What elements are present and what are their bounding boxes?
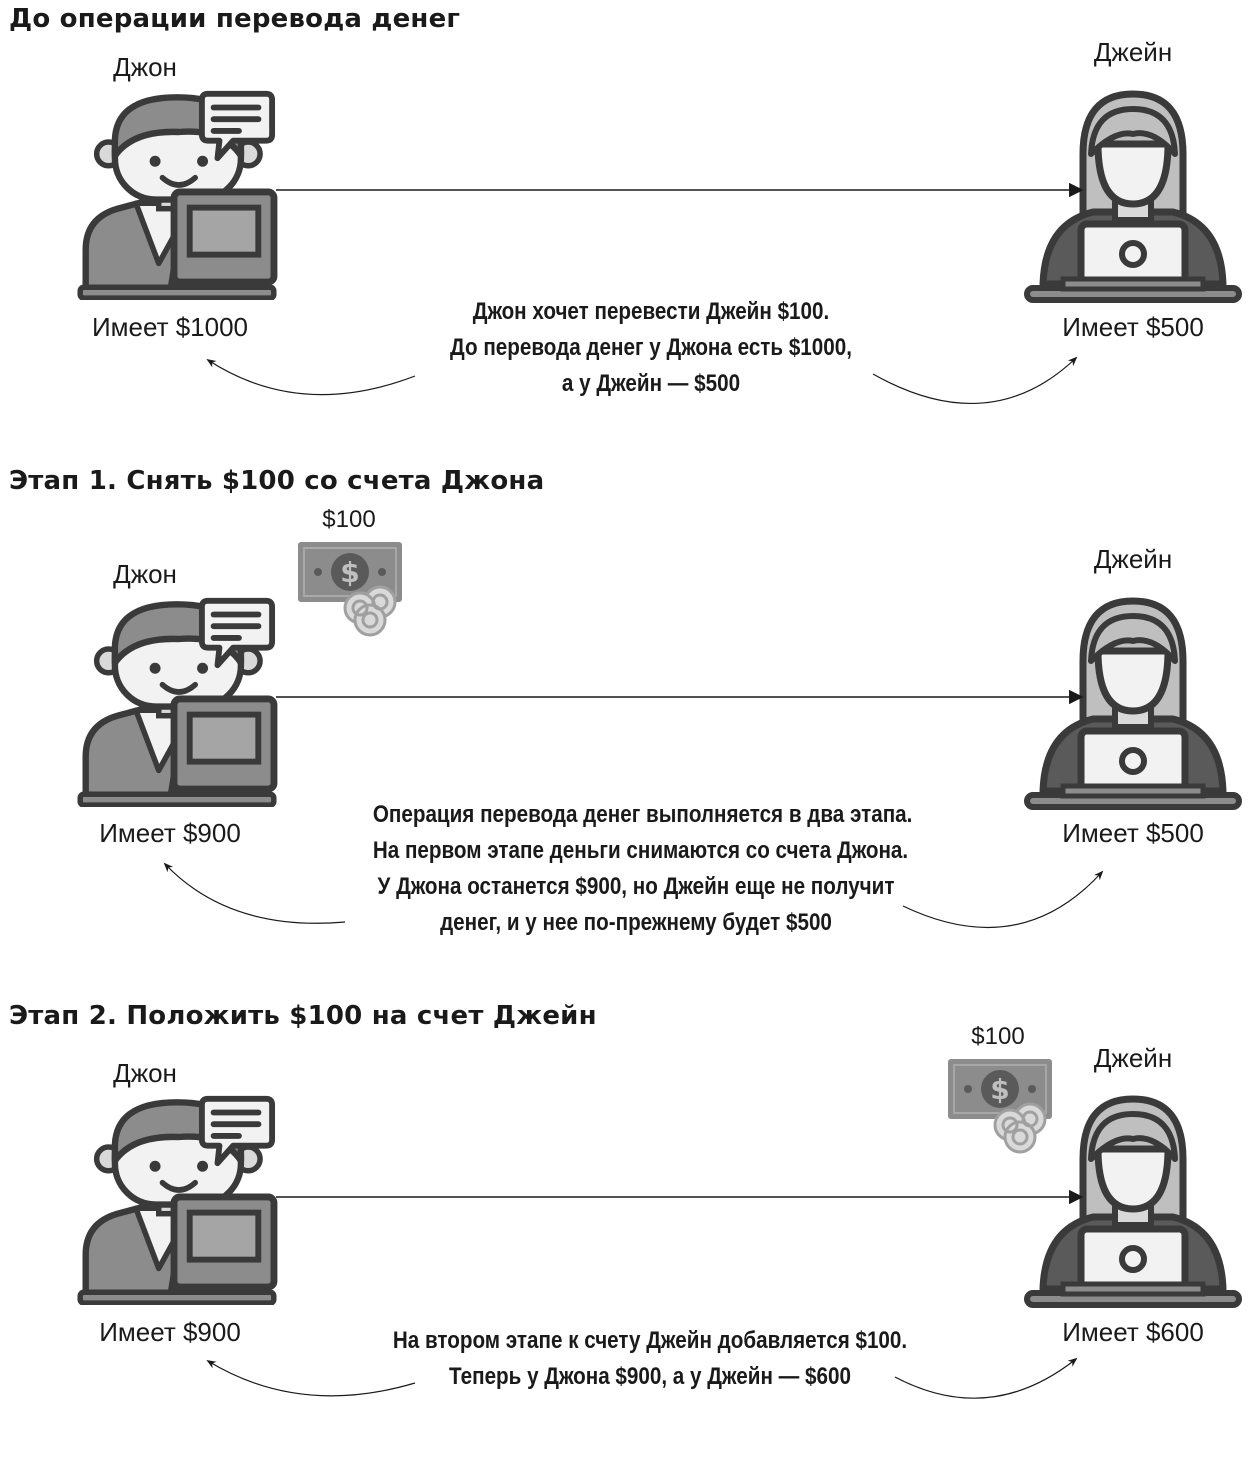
john-balance: Имеет $1000 xyxy=(91,312,249,342)
section-heading: Этап 2. Положить $100 на счет Джейн xyxy=(9,1001,597,1031)
section-stage-2: Этап 2. Положить $100 на счет Джейн $100… xyxy=(0,997,1251,1467)
woman-at-laptop-icon xyxy=(1027,94,1239,300)
curve-arrow-to-jane xyxy=(872,356,1078,405)
curve-arrow-to-john xyxy=(206,1360,416,1397)
john-name: Джон xyxy=(113,559,177,589)
description: На втором этапе к счету Джейн добавляетс… xyxy=(383,1323,916,1395)
jane-balance: Имеет $500 xyxy=(1062,312,1204,342)
description-line: У Джона останется $900, но Джейн еще не … xyxy=(377,873,895,900)
banknote-with-coins-icon xyxy=(946,1057,1054,1154)
curve-arrow-to-john xyxy=(206,358,416,396)
john-name: Джон xyxy=(113,1058,177,1088)
jane-balance: Имеет $500 xyxy=(1062,818,1204,848)
section-heading: До операции перевода денег xyxy=(9,4,461,34)
curve-arrow-to-jane xyxy=(902,870,1104,929)
section-stage-1: Этап 1. Снять $100 со счета Джона $100 Д… xyxy=(0,462,1251,936)
section-graphics xyxy=(0,540,1251,929)
man-at-laptop-with-chat-icon xyxy=(80,1099,274,1303)
woman-at-laptop-icon xyxy=(1027,601,1239,807)
description-line: На втором этапе к счету Джейн добавляетс… xyxy=(392,1327,908,1354)
jane-balance: Имеет $600 xyxy=(1062,1317,1204,1347)
section-before-transfer: До операции перевода денег Джон Джейн Им… xyxy=(0,0,1251,470)
man-at-laptop-with-chat-icon xyxy=(80,94,274,298)
curve-arrow-to-john xyxy=(163,862,346,924)
john-balance: Имеет $900 xyxy=(99,1317,241,1347)
jane-name: Джейн xyxy=(1093,544,1173,574)
description: Джон хочет перевести Джейн $100. До пере… xyxy=(423,294,879,402)
money-amount: $100 xyxy=(322,506,376,533)
banknote-with-coins-icon xyxy=(296,540,404,637)
description-line: До перевода денег у Джона есть $1000, xyxy=(450,334,852,361)
john-name: Джон xyxy=(113,52,177,82)
money-amount: $100 xyxy=(971,1023,1025,1050)
jane-name: Джейн xyxy=(1093,1043,1173,1073)
curve-arrow-to-jane xyxy=(894,1357,1078,1399)
description: Операция перевода денег выполняется в дв… xyxy=(372,797,913,941)
description-line: Операция перевода денег выполняется в дв… xyxy=(372,801,913,828)
john-balance: Имеет $900 xyxy=(99,818,241,848)
section-graphics xyxy=(0,0,1251,405)
section-heading: Этап 1. Снять $100 со счета Джона xyxy=(9,466,545,496)
jane-name: Джейн xyxy=(1093,37,1173,67)
description-line: а у Джейн — $500 xyxy=(561,370,741,397)
description-line: Джон хочет перевести Джейн $100. xyxy=(472,298,830,325)
section-graphics xyxy=(0,1057,1251,1399)
woman-at-laptop-icon xyxy=(1027,1099,1239,1305)
man-at-laptop-with-chat-icon xyxy=(80,601,274,805)
description-line: На первом этапе деньги снимаются со счет… xyxy=(372,837,909,864)
description-line: денег, и у нее по-прежнему будет $500 xyxy=(440,909,832,936)
description-line: Теперь у Джона $900, а у Джейн — $600 xyxy=(449,1363,851,1390)
